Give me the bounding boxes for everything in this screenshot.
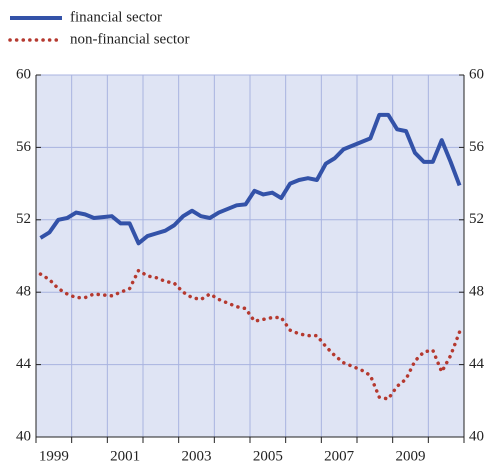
x-tick-label: 2005: [253, 448, 283, 464]
y-tick-label: 60: [16, 66, 31, 82]
series-line: [39, 112, 462, 246]
y-tick-label: 48: [16, 284, 31, 300]
x-tick-label: 2009: [396, 448, 426, 464]
y2-tick-label: 44: [469, 356, 485, 372]
x-tick-label: 2007: [324, 448, 355, 464]
y2-tick-label: 60: [469, 66, 484, 82]
x-tick-label: 2003: [182, 448, 212, 464]
y-tick-label: 56: [16, 139, 32, 155]
y-tick-label: 52: [16, 211, 31, 227]
y2-tick-label: 52: [469, 211, 484, 227]
y-tick-label: 40: [16, 428, 31, 444]
y2-tick-label: 48: [469, 284, 484, 300]
y2-tick-label: 40: [469, 428, 484, 444]
legend-label: non-financial sector: [70, 31, 190, 47]
series-line: [38, 267, 462, 401]
y-tick-label: 44: [16, 356, 32, 372]
y2-tick-label: 56: [469, 139, 485, 155]
x-tick-label: 1999: [39, 448, 69, 464]
x-tick-label: 2001: [110, 448, 140, 464]
legend-label: financial sector: [70, 9, 162, 25]
